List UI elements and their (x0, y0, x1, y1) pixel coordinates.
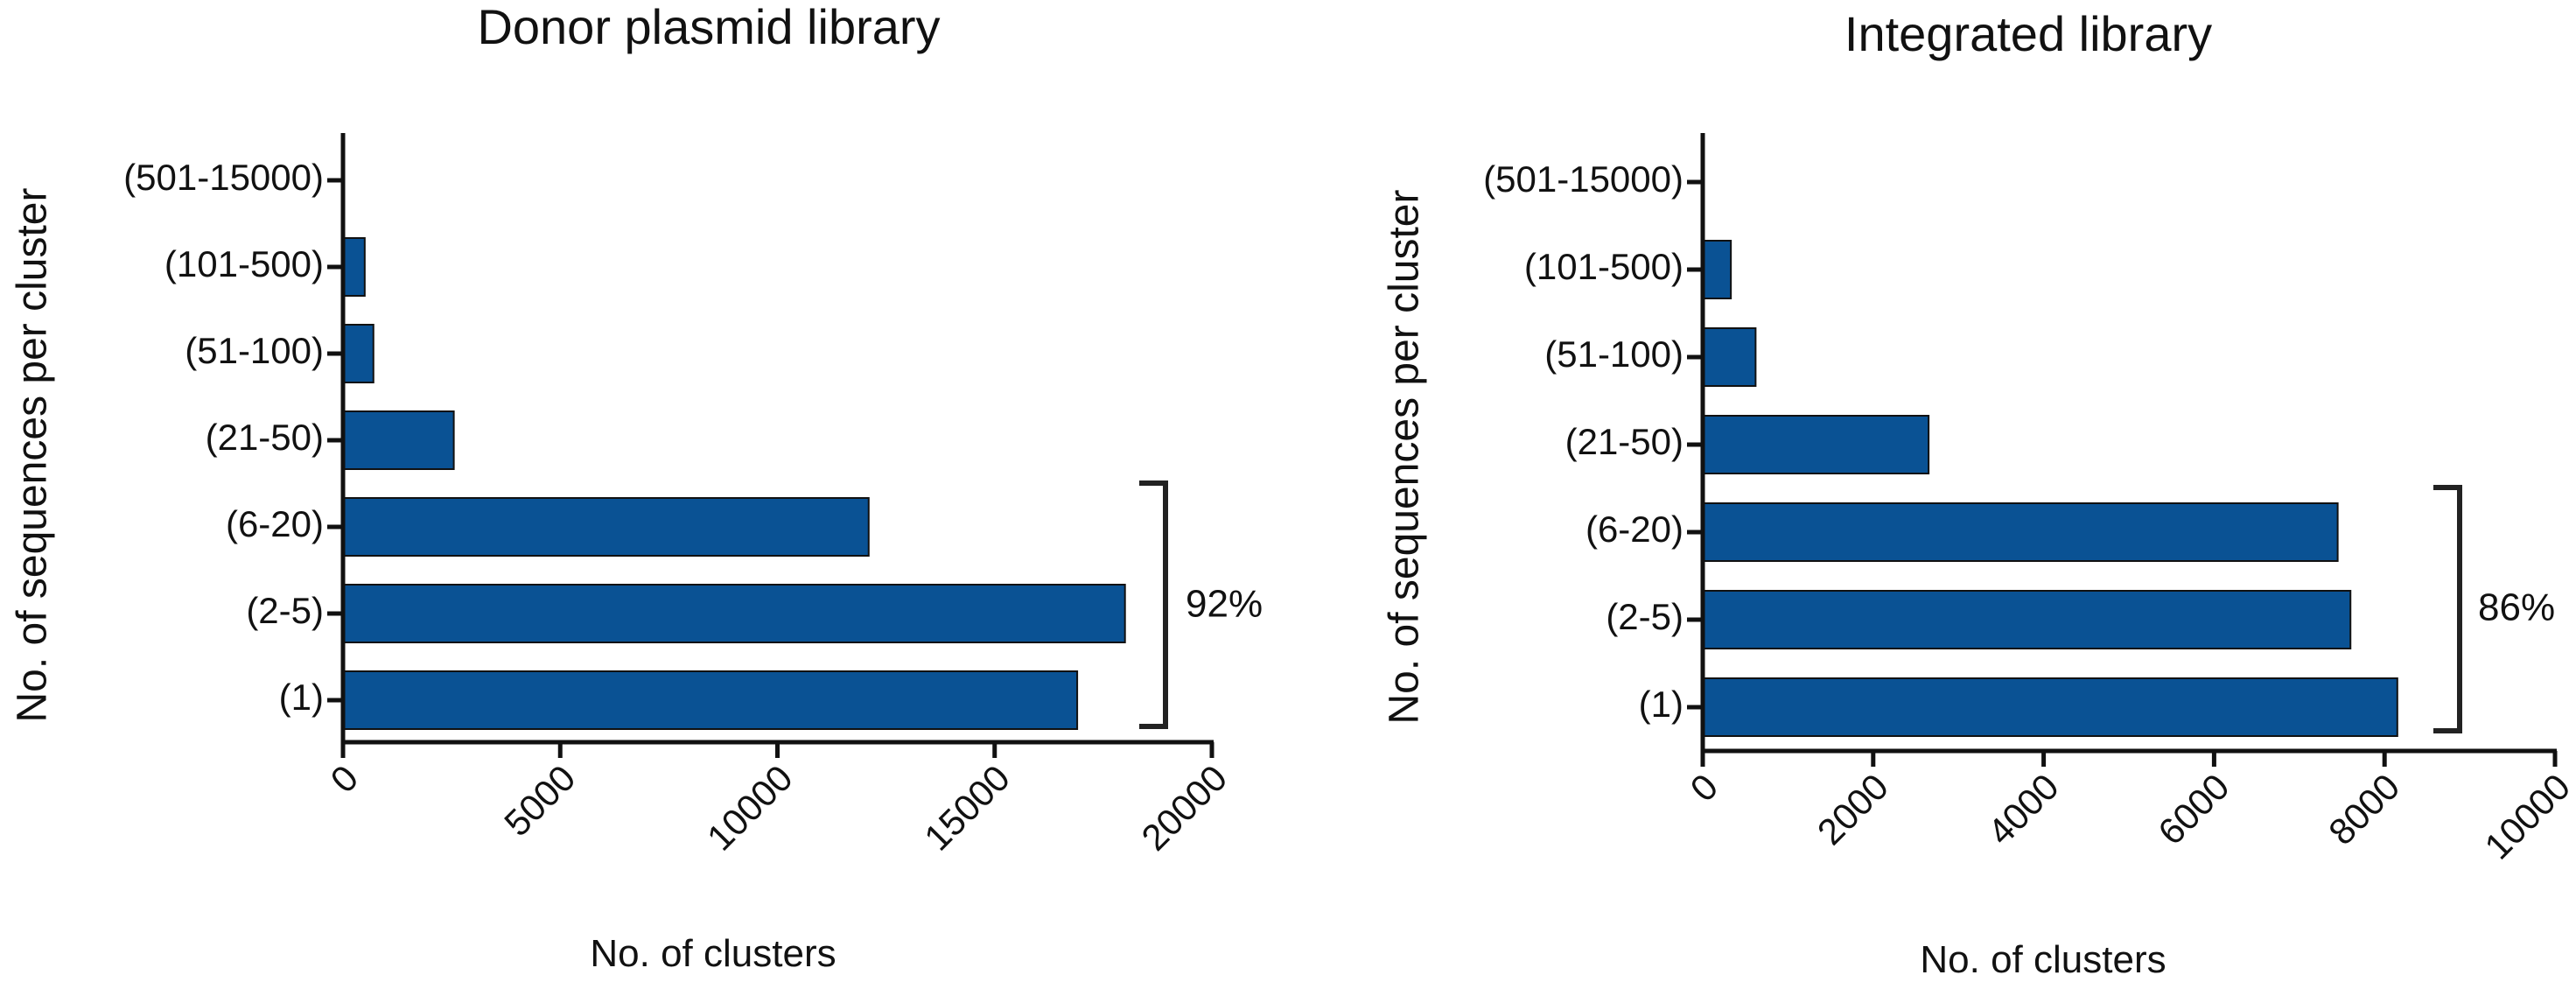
y-tick-label-3: (21-50) (206, 417, 324, 458)
bar-0 (342, 670, 1079, 730)
chart-title: Integrated library (1844, 6, 2212, 61)
bar-4 (342, 324, 374, 383)
y-tick-label-1: (2-5) (1606, 596, 1684, 637)
x-tick-label-2: 10000 (699, 757, 801, 859)
bar-1 (342, 584, 1126, 643)
bar-5 (342, 237, 366, 297)
x-tick-label-4: 8000 (2320, 766, 2407, 852)
bar-2 (342, 497, 870, 557)
x-tick-label-2: 4000 (1980, 766, 2067, 852)
bracket (2433, 485, 2462, 733)
x-axis-label: No. of clusters (1920, 938, 2166, 978)
bar-5 (1702, 240, 1732, 299)
y-tick-label-3: (21-50) (1565, 421, 1684, 462)
bracket-percent-label: 92% (1186, 583, 1263, 626)
y-tick-label-5: (101-500) (1524, 246, 1684, 287)
chart-title: Donor plasmid library (477, 0, 940, 54)
x-axis-label: No. of clusters (590, 932, 836, 975)
x-tick-label-1: 5000 (496, 757, 583, 844)
bar-3 (342, 410, 455, 470)
x-tick-label-4: 20000 (1133, 757, 1235, 859)
bar-4 (1702, 327, 1757, 387)
y-tick-label-4: (51-100) (1544, 333, 1684, 375)
x-tick-label-1: 2000 (1810, 766, 1896, 852)
bracket (1139, 480, 1168, 729)
x-tick-label-3: 6000 (2150, 766, 2236, 852)
bracket-percent-label: 86% (2478, 586, 2555, 629)
y-tick-label-2: (6-20) (1586, 509, 1684, 550)
y-tick-label-6: (501-15000) (123, 157, 324, 198)
bar-3 (1702, 415, 1930, 474)
y-tick-label-1: (2-5) (246, 590, 324, 631)
y-axis-label: No. of sequences per cluster (1382, 189, 1428, 724)
y-axis-label: No. of sequences per cluster (10, 187, 56, 722)
y-tick-label-2: (6-20) (226, 503, 324, 544)
x-tick-label-5: 10000 (2476, 766, 2576, 867)
y-tick-label-6: (501-15000) (1483, 158, 1684, 200)
y-tick-label-5: (101-500) (164, 243, 324, 284)
x-tick-label-0: 0 (322, 757, 366, 801)
x-tick-label-0: 0 (1682, 766, 1726, 810)
y-tick-label-0: (1) (1639, 684, 1684, 725)
bar-2 (1702, 502, 2339, 562)
y-tick-label-4: (51-100) (185, 330, 324, 371)
bar-0 (1702, 677, 2398, 737)
bar-1 (1702, 590, 2352, 649)
y-tick-label-0: (1) (279, 677, 324, 718)
x-tick-label-3: 15000 (916, 757, 1018, 859)
